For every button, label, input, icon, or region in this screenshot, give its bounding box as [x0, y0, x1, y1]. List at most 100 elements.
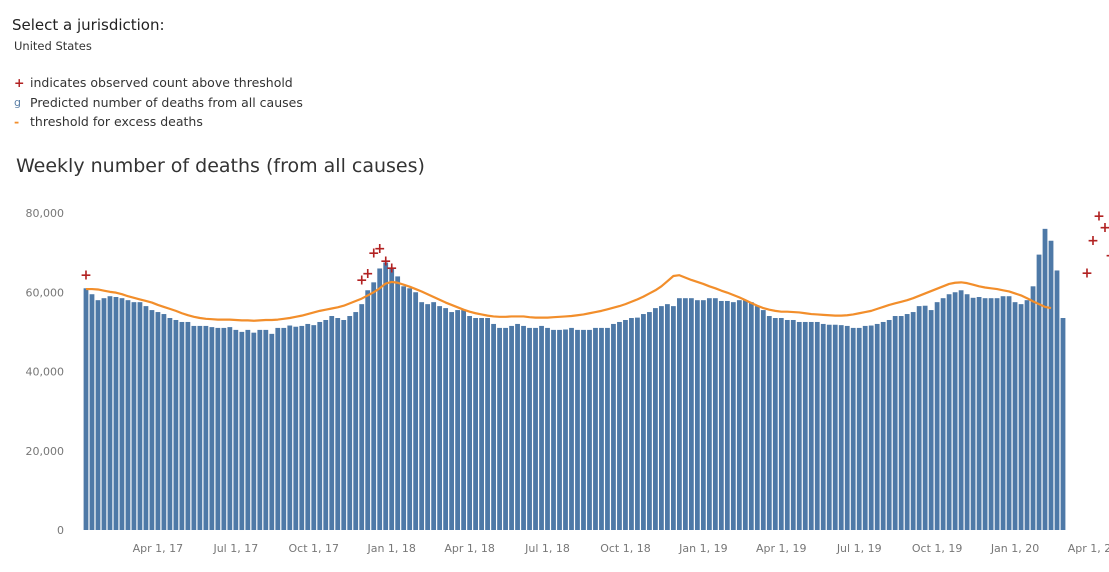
bar[interactable] — [844, 325, 850, 530]
bar[interactable] — [269, 333, 275, 530]
bar[interactable] — [377, 268, 383, 530]
bar[interactable] — [371, 282, 377, 530]
bar[interactable] — [934, 302, 940, 530]
bar[interactable] — [461, 310, 467, 530]
bar[interactable] — [916, 306, 922, 530]
bar[interactable] — [533, 327, 538, 530]
bar[interactable] — [946, 294, 952, 530]
bar[interactable] — [173, 319, 179, 530]
bar[interactable] — [778, 318, 784, 530]
bar[interactable] — [233, 329, 239, 530]
bar[interactable] — [425, 304, 431, 530]
bar[interactable] — [862, 325, 868, 530]
bar[interactable] — [389, 268, 395, 530]
bar[interactable] — [958, 290, 964, 530]
bar[interactable] — [293, 326, 299, 530]
bar[interactable] — [1036, 254, 1042, 531]
bar[interactable] — [928, 310, 934, 530]
bar[interactable] — [299, 325, 305, 530]
bar[interactable] — [263, 329, 269, 530]
bar[interactable] — [760, 310, 766, 530]
bar[interactable] — [467, 316, 472, 530]
bar[interactable] — [700, 300, 706, 530]
bar[interactable] — [772, 318, 778, 530]
bar[interactable] — [1030, 286, 1036, 530]
bar[interactable] — [910, 312, 916, 530]
bar[interactable] — [413, 292, 419, 530]
bar[interactable] — [395, 276, 401, 530]
bar[interactable] — [473, 318, 478, 530]
bar[interactable] — [886, 319, 892, 530]
bar[interactable] — [880, 321, 886, 530]
bar[interactable] — [227, 327, 233, 530]
bar[interactable] — [539, 325, 544, 530]
bar[interactable] — [131, 302, 137, 530]
bar[interactable] — [898, 316, 904, 530]
bar[interactable] — [401, 286, 407, 530]
bar[interactable] — [1054, 270, 1060, 530]
bar[interactable] — [838, 325, 844, 530]
bar[interactable] — [383, 262, 389, 530]
bar[interactable] — [635, 317, 640, 530]
bar[interactable] — [431, 302, 437, 530]
bar[interactable] — [1018, 304, 1024, 530]
bar[interactable] — [311, 325, 317, 530]
bar[interactable] — [1048, 240, 1054, 531]
bar[interactable] — [179, 321, 185, 530]
bar[interactable] — [335, 318, 341, 530]
bar[interactable] — [694, 300, 700, 530]
bar[interactable] — [161, 314, 167, 530]
bar[interactable] — [437, 306, 443, 530]
bar[interactable] — [892, 316, 898, 530]
bar[interactable] — [503, 327, 508, 530]
bar[interactable] — [688, 298, 694, 530]
bar[interactable] — [724, 300, 730, 530]
bar[interactable] — [832, 324, 838, 530]
bar[interactable] — [563, 329, 568, 531]
bar[interactable] — [239, 331, 245, 531]
bar[interactable] — [976, 297, 982, 530]
bar[interactable] — [569, 327, 574, 530]
bar[interactable] — [712, 298, 718, 530]
bar[interactable] — [587, 329, 592, 530]
bar[interactable] — [790, 319, 796, 530]
bar[interactable] — [317, 321, 323, 530]
bar[interactable] — [718, 300, 724, 530]
bar[interactable] — [659, 306, 664, 530]
bar[interactable] — [221, 327, 227, 530]
bar[interactable] — [353, 312, 359, 530]
bar[interactable] — [940, 298, 946, 530]
bar[interactable] — [1012, 302, 1018, 530]
bar[interactable] — [455, 310, 461, 530]
bar[interactable] — [101, 298, 107, 530]
bar[interactable] — [143, 306, 149, 530]
bar[interactable] — [215, 327, 221, 530]
jurisdiction-select[interactable]: United States — [14, 39, 92, 53]
bar[interactable] — [617, 321, 622, 530]
bar[interactable] — [766, 316, 772, 530]
bar[interactable] — [641, 314, 646, 530]
bar[interactable] — [83, 288, 89, 530]
bar[interactable] — [119, 298, 125, 530]
bar[interactable] — [185, 321, 191, 530]
bar[interactable] — [281, 327, 287, 530]
bar[interactable] — [784, 319, 790, 530]
bar[interactable] — [485, 318, 490, 530]
bar[interactable] — [575, 329, 580, 530]
bar[interactable] — [605, 327, 610, 530]
bar[interactable] — [748, 302, 754, 530]
bar[interactable] — [449, 312, 455, 530]
bar[interactable] — [113, 297, 119, 530]
bar[interactable] — [964, 294, 970, 530]
bar[interactable] — [305, 323, 311, 530]
bar[interactable] — [904, 314, 910, 530]
bar[interactable] — [209, 327, 215, 530]
bar[interactable] — [1042, 228, 1048, 530]
bar[interactable] — [742, 300, 748, 530]
bar[interactable] — [95, 300, 101, 530]
bar[interactable] — [515, 323, 520, 530]
bar[interactable] — [982, 298, 988, 530]
bar[interactable] — [509, 325, 514, 530]
bar[interactable] — [365, 290, 371, 530]
bar[interactable] — [419, 302, 425, 530]
